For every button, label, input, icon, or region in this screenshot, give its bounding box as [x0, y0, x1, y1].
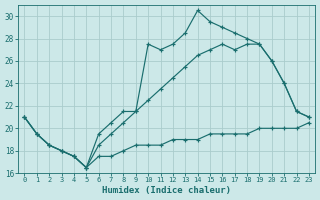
X-axis label: Humidex (Indice chaleur): Humidex (Indice chaleur)	[102, 186, 231, 195]
